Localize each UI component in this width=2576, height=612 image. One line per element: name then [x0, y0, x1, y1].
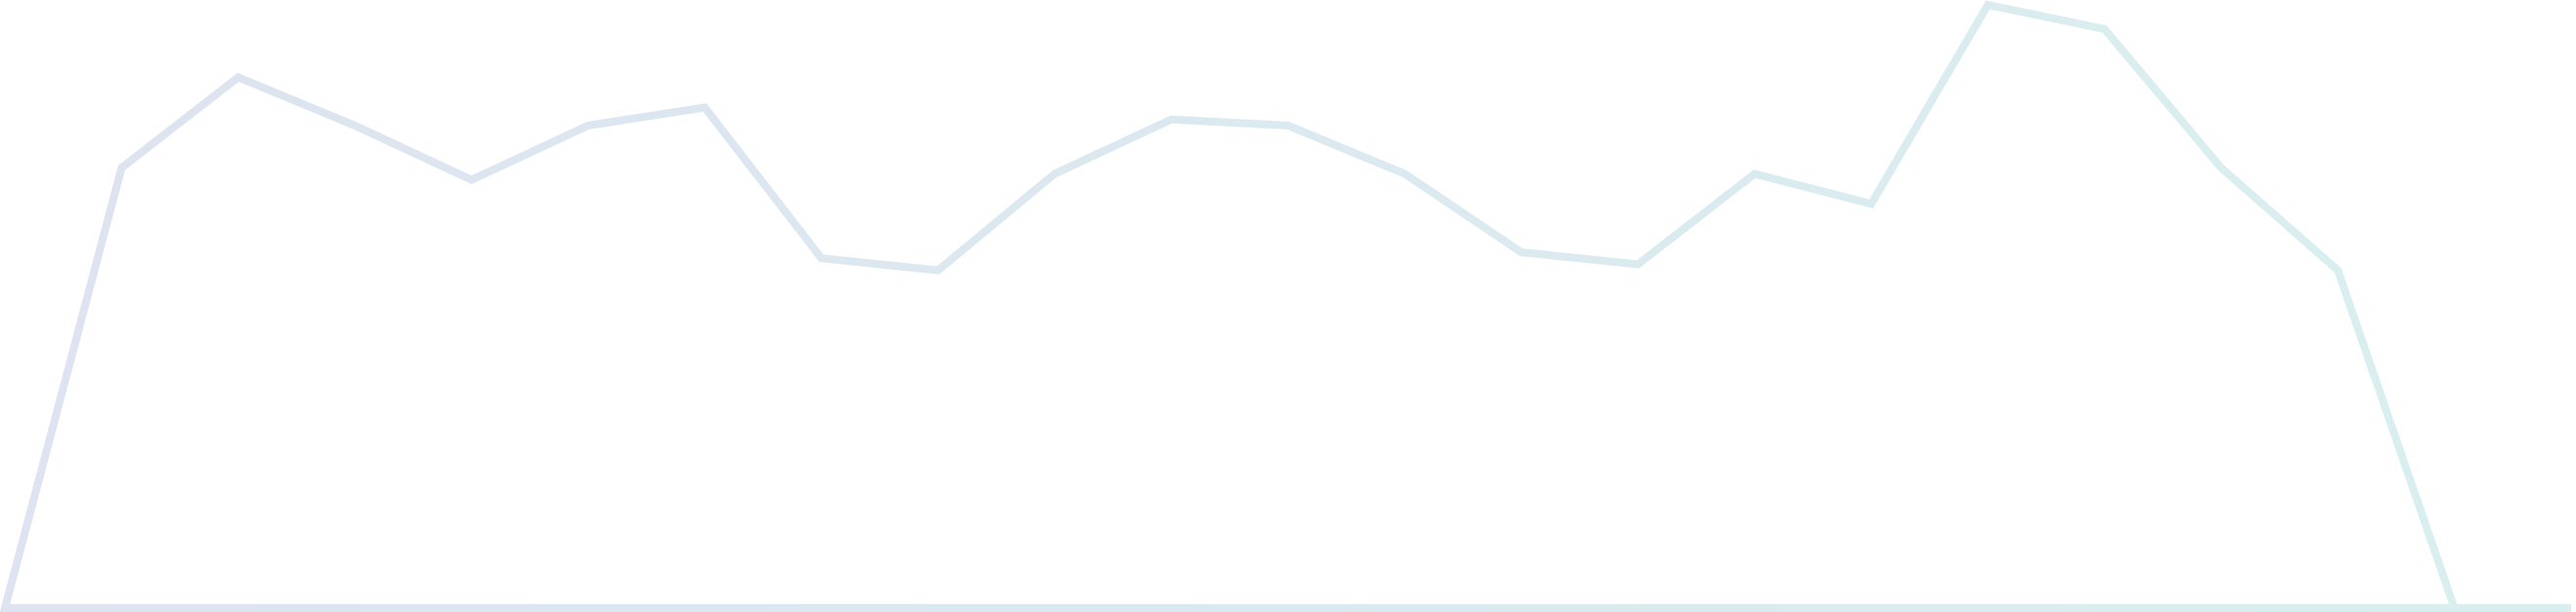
series-area-0 — [0, 0, 2571, 612]
area-chart — [0, 0, 2571, 612]
chart-canvas — [0, 0, 2571, 612]
